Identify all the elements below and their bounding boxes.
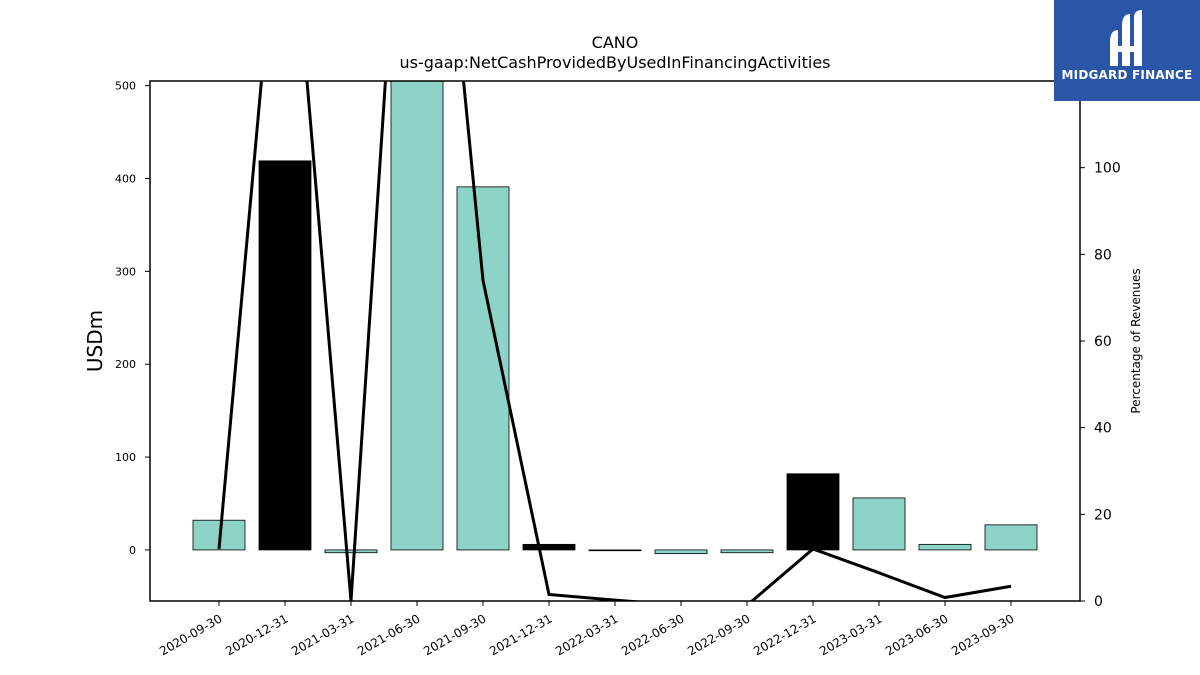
y-tick-label: 300 [115, 265, 136, 278]
y2-tick-label: 0 [1094, 594, 1103, 610]
y2-tick-label: 40 [1094, 421, 1112, 437]
y2-axis-label: Percentage of Revenues [1129, 268, 1143, 413]
bar-2022-06-30 [654, 549, 708, 555]
x-tick-label: 2022-06-30 [619, 611, 686, 658]
chart-title: CANO [592, 33, 639, 52]
x-tick-label: 2022-09-30 [685, 611, 752, 658]
x-tick-label: 2023-03-31 [817, 611, 884, 658]
y-tick-label: 500 [115, 80, 136, 93]
x-tick-label: 2023-06-30 [883, 611, 950, 658]
bar-2021-06-30 [390, 81, 444, 551]
y-axis-label: USDm [83, 310, 107, 372]
bar-2022-12-31 [786, 473, 840, 551]
x-tick-label: 2021-06-30 [355, 611, 422, 658]
bar-2022-03-31 [588, 549, 642, 552]
bar-2021-12-31 [522, 543, 576, 551]
logo-text: MIDGARD FINANCE [1061, 68, 1193, 82]
midgard-logo-icon [1110, 10, 1142, 66]
bar-2022-09-30 [720, 549, 774, 554]
brand-logo: MIDGARD FINANCE [1054, 0, 1200, 101]
y-tick-label: 0 [129, 544, 136, 557]
x-tick-label: 2021-09-30 [421, 611, 488, 658]
bar-2020-12-31 [258, 160, 312, 551]
y2-tick-label: 60 [1094, 334, 1112, 350]
bar-2023-03-31 [852, 497, 906, 551]
x-tick-label: 2022-03-31 [553, 611, 620, 658]
x-tick-label: 2021-03-31 [289, 611, 356, 658]
y-tick-label: 400 [115, 173, 136, 186]
x-tick-label: 2020-12-31 [223, 611, 290, 658]
y-tick-label: 100 [115, 451, 136, 464]
y2-tick-label: 80 [1094, 247, 1112, 263]
y2-tick-label: 100 [1094, 161, 1121, 177]
x-tick-label: 2022-12-31 [751, 611, 818, 658]
x-tick-label: 2023-09-30 [949, 611, 1016, 658]
y-tick-label: 200 [115, 358, 136, 371]
chart-subtitle: us-gaap:NetCashProvidedByUsedInFinancing… [399, 53, 830, 72]
y2-tick-label: 20 [1094, 507, 1112, 523]
bar-2023-09-30 [984, 524, 1038, 551]
x-tick-label: 2021-12-31 [487, 611, 554, 658]
bar-2021-03-31 [324, 549, 378, 554]
x-tick-label: 2020-09-30 [157, 611, 224, 658]
percentage-of-revenues-line [217, 81, 1012, 601]
bar-2023-06-30 [918, 543, 972, 551]
